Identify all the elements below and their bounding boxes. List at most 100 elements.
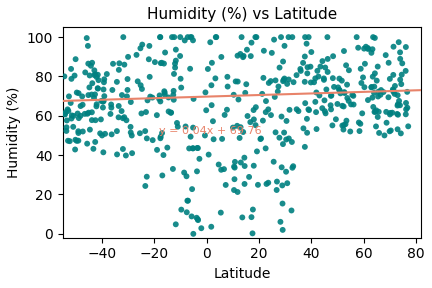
Point xyxy=(275,84,282,89)
Point xyxy=(388,128,394,133)
Point xyxy=(340,104,347,109)
Point xyxy=(314,69,321,73)
Point xyxy=(172,61,178,66)
Point xyxy=(75,116,82,120)
Point xyxy=(405,124,412,129)
Point xyxy=(365,98,372,102)
Point xyxy=(61,74,68,79)
Point xyxy=(273,188,280,192)
Point xyxy=(350,102,357,107)
Point xyxy=(74,111,81,116)
Point xyxy=(89,60,95,65)
Point xyxy=(290,164,297,168)
Point xyxy=(362,61,368,66)
Point xyxy=(222,183,229,187)
Point xyxy=(254,149,260,154)
Point xyxy=(262,110,269,114)
Point xyxy=(279,201,286,206)
Point xyxy=(103,72,110,76)
Point xyxy=(390,44,397,49)
Point xyxy=(209,60,216,65)
Point xyxy=(267,113,274,118)
Point xyxy=(234,124,241,128)
Point xyxy=(372,124,379,129)
Point xyxy=(375,109,382,114)
Point xyxy=(335,85,342,90)
Point xyxy=(196,156,203,161)
Point xyxy=(250,163,257,168)
Point xyxy=(92,118,99,122)
Point xyxy=(85,93,92,97)
Point xyxy=(64,107,71,112)
Point xyxy=(293,107,300,111)
Point xyxy=(218,55,225,59)
Point xyxy=(114,79,121,84)
Point xyxy=(116,61,123,66)
Point xyxy=(372,109,379,114)
Point xyxy=(284,181,291,185)
Point xyxy=(85,110,92,115)
Point xyxy=(391,84,398,88)
Point xyxy=(372,71,378,76)
Point xyxy=(270,160,277,164)
Point xyxy=(312,100,319,104)
Point xyxy=(404,105,411,110)
Point xyxy=(91,73,98,77)
Point xyxy=(308,80,314,85)
Point xyxy=(62,112,69,117)
Point xyxy=(190,232,197,236)
Point xyxy=(242,90,249,95)
Point xyxy=(188,214,195,219)
Point xyxy=(146,43,153,48)
Point xyxy=(368,85,375,90)
Point xyxy=(124,77,131,81)
Point xyxy=(164,145,171,150)
Point xyxy=(385,95,392,100)
Point xyxy=(387,111,394,115)
Point xyxy=(66,94,73,99)
Point xyxy=(390,90,397,94)
Point xyxy=(232,160,238,164)
Point xyxy=(252,105,259,109)
Point xyxy=(377,92,384,97)
Point xyxy=(184,35,191,39)
Point xyxy=(361,46,368,51)
Point xyxy=(283,169,289,174)
Point xyxy=(254,183,261,187)
Point xyxy=(133,53,140,57)
Point xyxy=(289,140,295,144)
Point xyxy=(237,52,244,56)
Point xyxy=(394,93,401,98)
Point xyxy=(341,90,348,94)
Point xyxy=(248,40,255,45)
Point xyxy=(75,129,82,134)
Point xyxy=(368,85,375,89)
Point xyxy=(350,94,357,98)
Point xyxy=(157,99,164,104)
Point xyxy=(143,136,150,141)
Point xyxy=(161,92,168,97)
Point xyxy=(368,50,375,55)
Point xyxy=(397,131,404,136)
Point xyxy=(237,125,244,130)
Point xyxy=(302,54,308,59)
Point xyxy=(308,50,315,54)
Point xyxy=(304,130,311,135)
Point xyxy=(120,35,127,39)
Point xyxy=(249,207,256,212)
Point xyxy=(129,151,136,156)
Point xyxy=(92,92,98,97)
Point xyxy=(92,72,99,77)
Point xyxy=(285,77,292,82)
Point xyxy=(304,65,311,70)
Point xyxy=(134,79,141,84)
Point xyxy=(137,83,144,88)
Point xyxy=(159,131,165,135)
Point xyxy=(276,65,283,70)
Point xyxy=(257,136,264,141)
Point xyxy=(205,152,212,157)
Point xyxy=(281,76,288,81)
Point xyxy=(403,101,410,105)
Point xyxy=(285,35,292,39)
Point xyxy=(307,65,314,69)
